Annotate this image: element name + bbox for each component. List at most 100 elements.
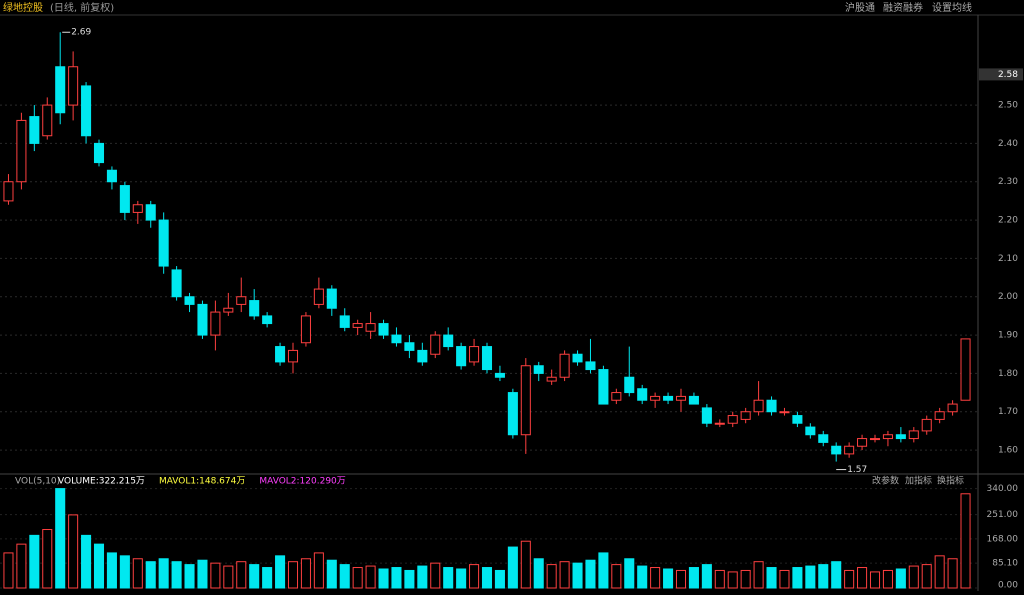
- volume-bar: [339, 564, 350, 589]
- candle-body: [857, 438, 868, 447]
- volume-bar: [831, 561, 842, 589]
- tab[interactable]: 沪股通: [845, 1, 875, 14]
- volume-bar: [572, 562, 583, 589]
- candle-body: [29, 116, 40, 144]
- candle-body: [869, 438, 881, 441]
- candle-body: [184, 296, 195, 305]
- volume-bar: [443, 567, 454, 589]
- volume-bar: [624, 558, 635, 589]
- candle-body: [960, 338, 971, 401]
- candle-body: [287, 349, 299, 363]
- candle-body: [352, 323, 363, 328]
- volume-bar: [3, 552, 14, 589]
- candle-body: [145, 204, 156, 221]
- candle-body: [533, 365, 544, 374]
- y-tick-label: 2.10: [998, 254, 1018, 264]
- candle-body: [262, 315, 273, 325]
- y-tick-label: 2.40: [998, 139, 1018, 149]
- volume-bar: [921, 564, 932, 589]
- candle-body: [805, 426, 816, 436]
- volume-bar: [313, 552, 324, 589]
- volume-bar: [223, 565, 234, 589]
- candle-body: [494, 372, 505, 378]
- volume-bar: [792, 567, 803, 589]
- candle-body: [197, 303, 208, 336]
- candle-body: [688, 395, 699, 405]
- volume-bar: [701, 564, 712, 589]
- volume-bar: [882, 569, 893, 589]
- volume-bar: [262, 567, 273, 589]
- volume-bar: [805, 565, 816, 589]
- high-label: 2.69: [71, 28, 91, 38]
- volume-bar: [611, 564, 622, 589]
- candle-body: [572, 353, 583, 363]
- candle-body: [520, 365, 531, 436]
- volume-bar: [934, 555, 945, 589]
- candle-body: [675, 395, 687, 401]
- volume-bar: [481, 567, 493, 589]
- candle-body: [908, 430, 919, 440]
- volume-bar: [158, 558, 169, 589]
- legend-entry: MAVOL2:120.290万: [259, 477, 345, 487]
- candle-body: [404, 342, 415, 351]
- stock-title: 绿地控股: [3, 1, 43, 14]
- candle-body: [326, 288, 337, 309]
- y-tick-label: 340.00: [987, 484, 1019, 494]
- y-tick-label: 2.50: [998, 101, 1018, 111]
- candle-body: [158, 219, 169, 267]
- candle-body: [223, 307, 234, 313]
- volume-bar: [417, 565, 428, 589]
- candle-body: [456, 346, 467, 367]
- candle-body: [236, 296, 247, 305]
- volume-bar: [352, 567, 363, 589]
- tab[interactable]: 设置均线: [932, 1, 972, 14]
- candle-body: [947, 403, 958, 413]
- button[interactable]: 加指标: [905, 475, 932, 487]
- candle-body: [598, 369, 609, 405]
- tab[interactable]: 融资融券: [883, 1, 923, 14]
- volume-bar: [753, 561, 764, 589]
- candle-body: [637, 388, 648, 401]
- volume-bar: [869, 571, 881, 589]
- volume-bar: [81, 534, 92, 589]
- y-tick-label: 2.00: [998, 292, 1018, 302]
- volume-bar: [507, 546, 518, 589]
- candle-body: [469, 346, 480, 363]
- candle-body: [818, 434, 829, 443]
- volume-bar: [68, 514, 79, 589]
- volume-bar: [688, 567, 699, 589]
- volume-bar: [300, 558, 311, 589]
- volume-bar: [132, 558, 143, 589]
- button[interactable]: 改参数: [872, 475, 899, 487]
- volume-bar: [779, 569, 790, 589]
- y-tick-label: 1.60: [998, 446, 1018, 456]
- volume-bar: [469, 564, 480, 589]
- y-tick-label: 0.00: [998, 581, 1018, 591]
- candle-body: [132, 204, 143, 213]
- candle-body: [507, 392, 518, 436]
- volume-bar: [391, 567, 402, 589]
- volume-bar: [29, 534, 40, 589]
- y-tick-label: 168.00: [987, 534, 1019, 544]
- volume-bar: [430, 562, 441, 589]
- volume-bar: [145, 561, 156, 589]
- candle-body: [339, 315, 350, 328]
- volume-bar: [727, 571, 738, 589]
- candle-body: [300, 315, 311, 344]
- volume-bar: [585, 559, 596, 589]
- price-marker: 2.58: [998, 70, 1018, 80]
- candle-body: [831, 445, 842, 455]
- candle-body: [275, 346, 286, 363]
- volume-bar: [404, 569, 415, 589]
- volume-bar: [171, 561, 182, 589]
- volume-bar: [650, 567, 661, 589]
- candle-body: [559, 353, 570, 378]
- volume-bar: [908, 565, 919, 589]
- candle-body: [171, 269, 182, 298]
- candle-body: [481, 346, 493, 371]
- button[interactable]: 换指标: [937, 475, 964, 487]
- volume-bar: [197, 559, 208, 589]
- candle-body: [55, 66, 66, 114]
